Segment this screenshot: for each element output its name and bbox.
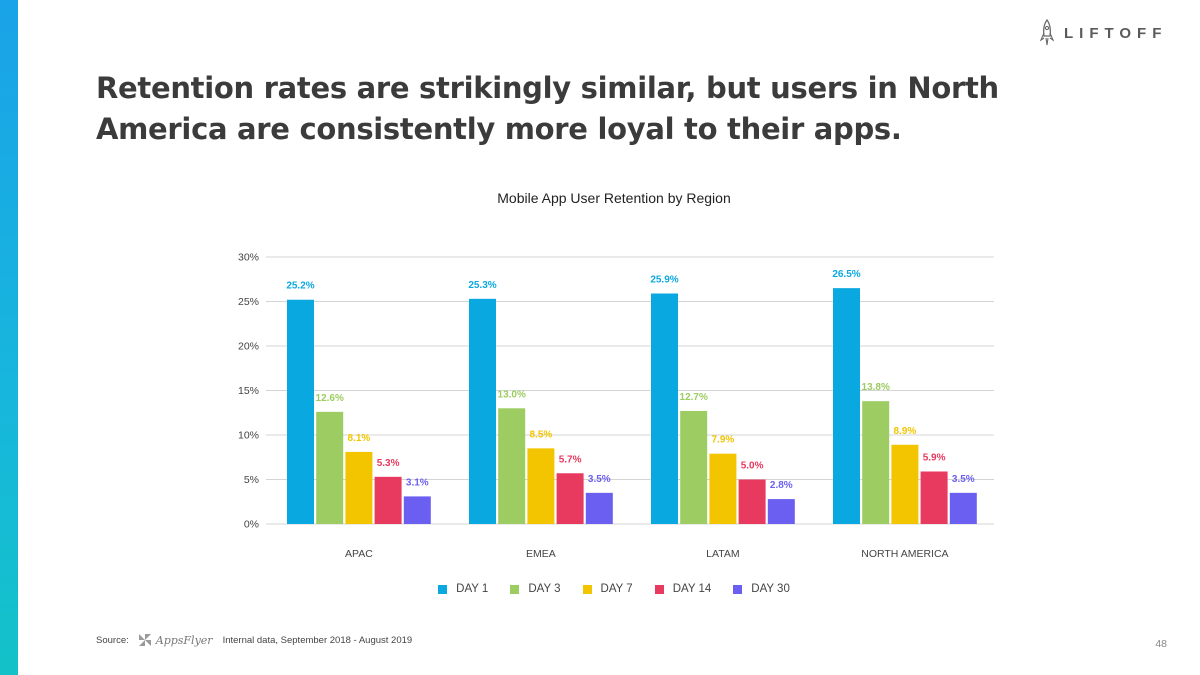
legend-swatch xyxy=(582,584,592,594)
footer-source: Source: AppsFlyer Internal data, Septemb… xyxy=(96,632,412,648)
legend-item: DAY 7 xyxy=(582,583,633,595)
chart-title: Mobile App User Retention by Region xyxy=(497,190,731,206)
data-label: 12.6% xyxy=(316,393,344,404)
data-label: 3.1% xyxy=(406,477,429,488)
data-label: 8.1% xyxy=(348,433,371,444)
data-label: 13.0% xyxy=(498,389,526,400)
bar xyxy=(374,476,402,524)
rocket-icon xyxy=(1040,19,1054,46)
bar xyxy=(498,408,526,524)
y-tick-label: 10% xyxy=(238,430,259,442)
legend-label: DAY 1 xyxy=(456,583,489,595)
data-label: 25.3% xyxy=(468,280,496,291)
bar xyxy=(585,492,613,524)
legend-swatch xyxy=(510,584,520,594)
brand-side-bar xyxy=(0,0,18,675)
legend-swatch xyxy=(733,584,743,594)
data-label: 5.0% xyxy=(741,461,764,472)
chart-legend: DAY 1 DAY 3 DAY 7 DAY 14 DAY 30 xyxy=(200,583,1028,595)
data-label: 3.5% xyxy=(588,474,611,485)
page-number: 48 xyxy=(1155,638,1167,650)
legend-item: DAY 1 xyxy=(438,583,488,595)
data-label: 2.8% xyxy=(770,480,793,491)
legend-label: DAY 30 xyxy=(751,583,790,595)
bar xyxy=(651,293,678,524)
bar xyxy=(709,453,737,524)
data-label: 3.5% xyxy=(952,474,975,485)
x-category-label: LATAM xyxy=(706,548,739,560)
data-label: 25.2% xyxy=(286,281,314,292)
y-tick-label: 0% xyxy=(244,519,259,531)
data-label: 13.8% xyxy=(862,382,890,393)
x-category-label: EMEA xyxy=(526,548,556,560)
y-tick-label: 25% xyxy=(238,296,259,308)
retention-bar-chart: 0% 5% 10% 15% 20% 25% 30% 25.2% 12.6% 8.1% 5.3% 3.1… xyxy=(238,252,994,560)
appsflyer-wordmark: AppsFlyer xyxy=(155,633,213,647)
bar xyxy=(556,473,584,524)
bar xyxy=(469,298,496,524)
data-label: 8.5% xyxy=(530,429,553,440)
data-label: 5.7% xyxy=(559,454,582,465)
bar xyxy=(949,492,977,524)
legend-label: DAY 3 xyxy=(528,583,561,595)
bar xyxy=(738,479,766,524)
data-label: 7.9% xyxy=(712,435,735,446)
y-tick-label: 30% xyxy=(238,252,259,264)
legend-swatch xyxy=(654,584,664,594)
legend-item: DAY 14 xyxy=(654,583,712,595)
legend-item: DAY 30 xyxy=(733,583,790,595)
bar xyxy=(891,444,919,524)
liftoff-logo: LIFTOFF xyxy=(1040,18,1167,48)
bar xyxy=(920,471,948,524)
data-label: 5.3% xyxy=(377,458,400,469)
x-category-label: NORTH AMERICA xyxy=(861,548,948,560)
bar xyxy=(862,401,890,524)
y-tick-label: 15% xyxy=(238,385,259,397)
bar xyxy=(680,410,708,524)
bar xyxy=(316,411,344,524)
legend-item: DAY 3 xyxy=(510,583,561,595)
y-tick-label: 5% xyxy=(244,474,259,486)
legend-label: DAY 7 xyxy=(600,583,633,595)
bar xyxy=(833,288,860,524)
page-headline: Retention rates are strikingly similar, … xyxy=(96,71,999,146)
source-text: Internal data, September 2018 - August 2… xyxy=(222,634,413,646)
bar xyxy=(345,451,373,524)
bar xyxy=(403,496,431,524)
source-label: Source: xyxy=(96,634,129,646)
appsflyer-icon xyxy=(138,634,151,646)
data-label: 26.5% xyxy=(832,269,860,280)
data-label: 8.9% xyxy=(894,426,917,437)
legend-swatch xyxy=(438,584,448,594)
logo-text: LIFTOFF xyxy=(1064,24,1168,42)
bar xyxy=(767,499,795,524)
x-category-label: APAC xyxy=(345,548,373,560)
y-tick-label: 20% xyxy=(238,341,259,353)
bar xyxy=(287,299,314,524)
appsflyer-logo: AppsFlyer xyxy=(137,632,213,648)
data-label: 25.9% xyxy=(650,274,678,285)
legend-label: DAY 14 xyxy=(672,583,712,595)
data-label: 5.9% xyxy=(923,452,946,463)
bar xyxy=(527,448,555,524)
data-label: 12.7% xyxy=(680,392,708,403)
